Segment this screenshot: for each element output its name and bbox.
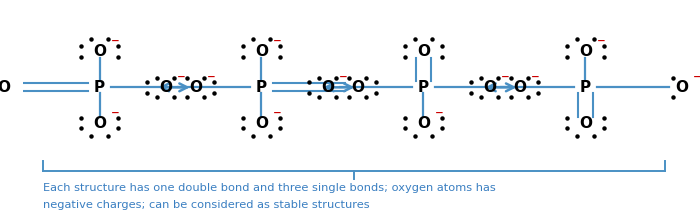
Text: O: O (255, 44, 268, 59)
Text: O: O (417, 116, 430, 131)
Text: O: O (579, 44, 592, 59)
Text: O: O (675, 80, 688, 95)
Text: O: O (93, 44, 106, 59)
Text: O: O (159, 80, 172, 95)
Text: O: O (321, 80, 334, 95)
Text: negative charges; can be considered as stable structures: negative charges; can be considered as s… (43, 199, 370, 209)
Text: −: − (339, 72, 348, 82)
Text: P: P (418, 80, 429, 95)
Text: −: − (111, 36, 120, 46)
Text: O: O (579, 116, 592, 131)
Text: −: − (693, 72, 700, 82)
Text: −: − (207, 72, 216, 82)
Text: O: O (93, 116, 106, 131)
Text: P: P (94, 80, 105, 95)
Text: O: O (417, 44, 430, 59)
Text: Each structure has one double bond and three single bonds; oxygen atoms has: Each structure has one double bond and t… (43, 183, 496, 193)
Text: O: O (351, 80, 364, 95)
Text: O: O (513, 80, 526, 95)
Text: −: − (111, 108, 120, 118)
Text: −: − (501, 72, 510, 82)
Text: −: − (597, 36, 606, 46)
Text: −: − (435, 108, 444, 118)
Text: P: P (256, 80, 267, 95)
Text: O: O (483, 80, 496, 95)
Text: P: P (580, 80, 591, 95)
Text: O: O (0, 80, 10, 95)
Text: O: O (255, 116, 268, 131)
Text: −: − (177, 72, 186, 82)
Text: −: − (273, 36, 281, 46)
Text: −: − (273, 108, 281, 118)
Text: −: − (531, 72, 540, 82)
Text: O: O (189, 80, 202, 95)
